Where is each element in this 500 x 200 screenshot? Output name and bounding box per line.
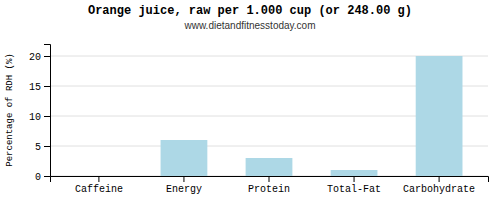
y-tick: 20 (29, 52, 50, 63)
bar (76, 176, 123, 177)
x-axis-line (51, 177, 489, 183)
y-tick: 5 (35, 142, 50, 153)
x-tick: Caffeine (75, 176, 123, 195)
x-tick-mark (98, 176, 99, 182)
bar (246, 158, 293, 176)
y-tick: 10 (29, 112, 50, 123)
y-tick: 15 (29, 82, 50, 93)
bars (161, 56, 463, 176)
chart: Orange juice, raw per 1.000 cup (or 248.… (0, 0, 500, 200)
x-tick-label: Protein (248, 184, 290, 195)
x-tick: Total-Fat (327, 176, 381, 195)
grid (50, 56, 488, 176)
x-tick-label: Energy (166, 184, 202, 195)
x-tick: Energy (166, 176, 202, 195)
y-tick-mark (44, 86, 50, 87)
y-tick-label: 15 (29, 82, 41, 93)
y-tick-mark (44, 56, 50, 57)
x-tick-mark (269, 176, 270, 182)
plot: 05101520CaffeineEnergyProteinTotal-FatCa… (29, 45, 489, 196)
y-tick-mark (44, 116, 50, 117)
y-tick-label: 10 (29, 112, 41, 123)
x-tick-label: Carbohydrate (403, 184, 475, 195)
bar (161, 140, 208, 176)
y-axis: 0 5 10 15 20 (29, 45, 51, 183)
y-tick-label: 20 (29, 52, 41, 63)
x-tick-label: Caffeine (75, 184, 123, 195)
x-tick-mark (439, 176, 440, 182)
y-axis-label: Percentage of RDH (%) (5, 53, 15, 166)
y-tick-mark (44, 146, 50, 147)
bar (331, 170, 378, 176)
x-tick-mark (183, 176, 184, 182)
x-tick: Protein (248, 176, 290, 195)
y-tick-mark (44, 176, 50, 177)
y-tick-label: 5 (35, 142, 41, 153)
x-tick-label: Total-Fat (327, 184, 381, 195)
bar (416, 56, 463, 176)
x-tick: Carbohydrate (403, 176, 475, 195)
title: Orange juice, raw per 1.000 cup (or 248.… (88, 4, 412, 18)
subtitle: www.dietandfitnesstoday.com (184, 20, 316, 31)
y-tick-label: 0 (35, 172, 41, 183)
x-tick-mark (354, 176, 355, 182)
y-axis-line (44, 45, 51, 177)
x-axis: Caffeine Energy Protein Total-Fat Carbohydra… (51, 176, 489, 195)
y-tick: 0 (35, 172, 50, 183)
